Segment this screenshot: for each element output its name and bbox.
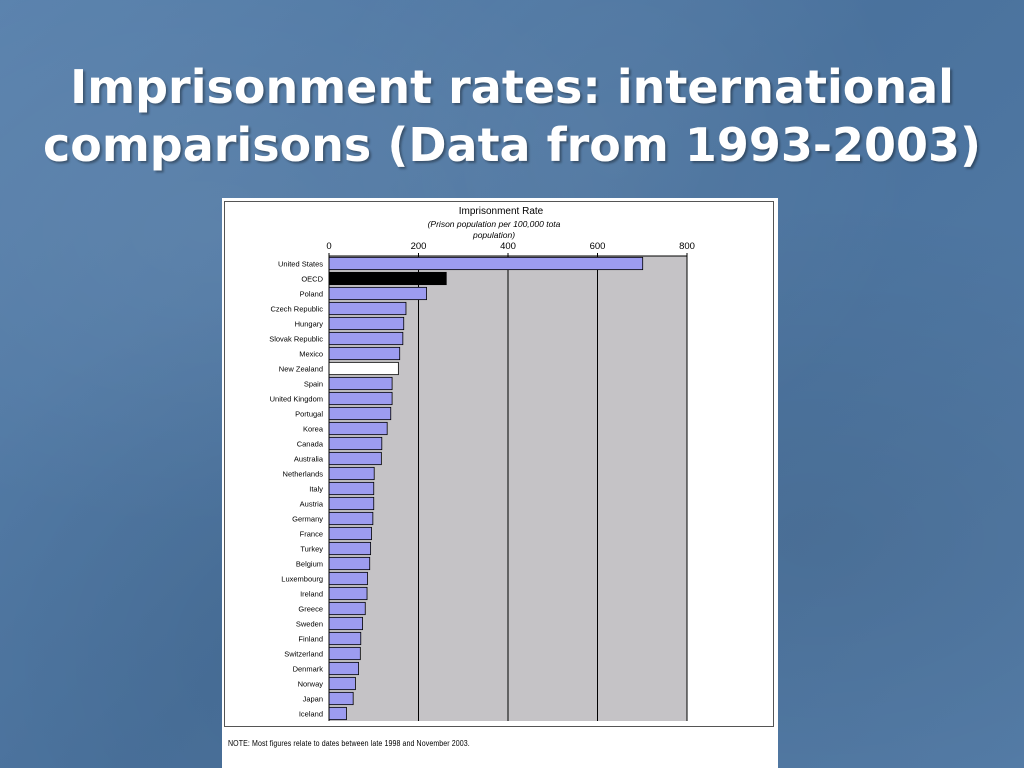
bar — [328, 466, 375, 481]
bar — [328, 631, 362, 646]
category-label: Slovak Republic — [269, 335, 323, 344]
category-label: Turkey — [300, 545, 323, 554]
chart-note: NOTE: Most figures relate to dates betwe… — [228, 739, 470, 748]
bar — [328, 376, 393, 391]
x-tick-label: 800 — [679, 241, 695, 252]
bar — [328, 301, 407, 316]
bar — [328, 556, 371, 571]
bar — [328, 406, 392, 421]
bar — [328, 436, 383, 451]
category-label: France — [300, 530, 323, 539]
category-label: Japan — [303, 695, 323, 704]
slide-title-line-2: comparisons (Data from 1993-2003) — [42, 118, 982, 172]
category-label: Denmark — [293, 665, 324, 674]
category-label: Canada — [297, 440, 324, 449]
bar — [328, 691, 354, 706]
category-label: Norway — [298, 680, 324, 689]
slide-title: Imprisonment rates: international compar… — [0, 58, 1024, 174]
category-label: Italy — [309, 485, 323, 494]
chart-subtitle-line-1: (Prison population per 100,000 tota — [428, 219, 561, 229]
category-label: Greece — [298, 605, 323, 614]
bar — [328, 601, 366, 616]
bar — [328, 331, 404, 346]
category-label: Mexico — [299, 350, 323, 359]
bar — [328, 616, 363, 631]
bar — [328, 676, 356, 691]
category-label: Iceland — [299, 710, 323, 719]
x-tick-label: 0 — [326, 241, 331, 252]
bar — [328, 481, 375, 496]
category-label: Sweden — [296, 620, 323, 629]
category-label: Poland — [300, 290, 323, 299]
bar — [328, 511, 374, 526]
chart-frame — [224, 201, 774, 727]
bar — [328, 256, 644, 271]
chart-subtitle-line-2: population) — [472, 230, 515, 240]
bar — [328, 586, 368, 601]
category-label: Czech Republic — [270, 305, 323, 314]
chart-title: Imprisonment Rate — [459, 206, 544, 217]
bar — [328, 271, 447, 286]
category-label: Korea — [303, 425, 324, 434]
category-label: Finland — [298, 635, 323, 644]
bar — [328, 391, 393, 406]
bar — [328, 361, 399, 376]
category-label: Germany — [292, 515, 323, 524]
bar — [328, 526, 372, 541]
bar — [328, 286, 427, 301]
bar — [328, 571, 368, 586]
bar — [328, 316, 405, 331]
bar — [328, 661, 359, 676]
x-tick-label: 200 — [411, 241, 427, 252]
bar — [328, 646, 361, 661]
bar — [328, 706, 347, 721]
category-label: Belgium — [296, 560, 323, 569]
x-tick-label: 400 — [500, 241, 516, 252]
category-label: New Zealand — [279, 365, 323, 374]
bar — [328, 346, 401, 361]
category-label: Spain — [304, 380, 323, 389]
bar — [328, 421, 388, 436]
category-label: Austria — [300, 500, 324, 509]
bar — [328, 496, 375, 511]
x-tick-label: 600 — [590, 241, 606, 252]
category-label: Switzerland — [284, 650, 323, 659]
bar — [328, 541, 372, 556]
bar — [328, 451, 382, 466]
category-label: United States — [278, 260, 323, 269]
category-label: Ireland — [300, 590, 323, 599]
slide-title-line-1: Imprisonment rates: international — [70, 60, 954, 114]
imprisonment-rate-chart: Imprisonment Rate (Prison population per … — [269, 206, 695, 721]
category-label: Australia — [294, 455, 324, 464]
category-label: United Kingdom — [270, 395, 323, 404]
category-label: Netherlands — [283, 470, 324, 479]
chart-figure: Imprisonment Rate (Prison population per … — [222, 198, 778, 768]
category-label: OECD — [301, 275, 323, 284]
category-label: Luxembourg — [281, 575, 323, 584]
category-label: Portugal — [295, 410, 323, 419]
category-label: Hungary — [295, 320, 324, 329]
